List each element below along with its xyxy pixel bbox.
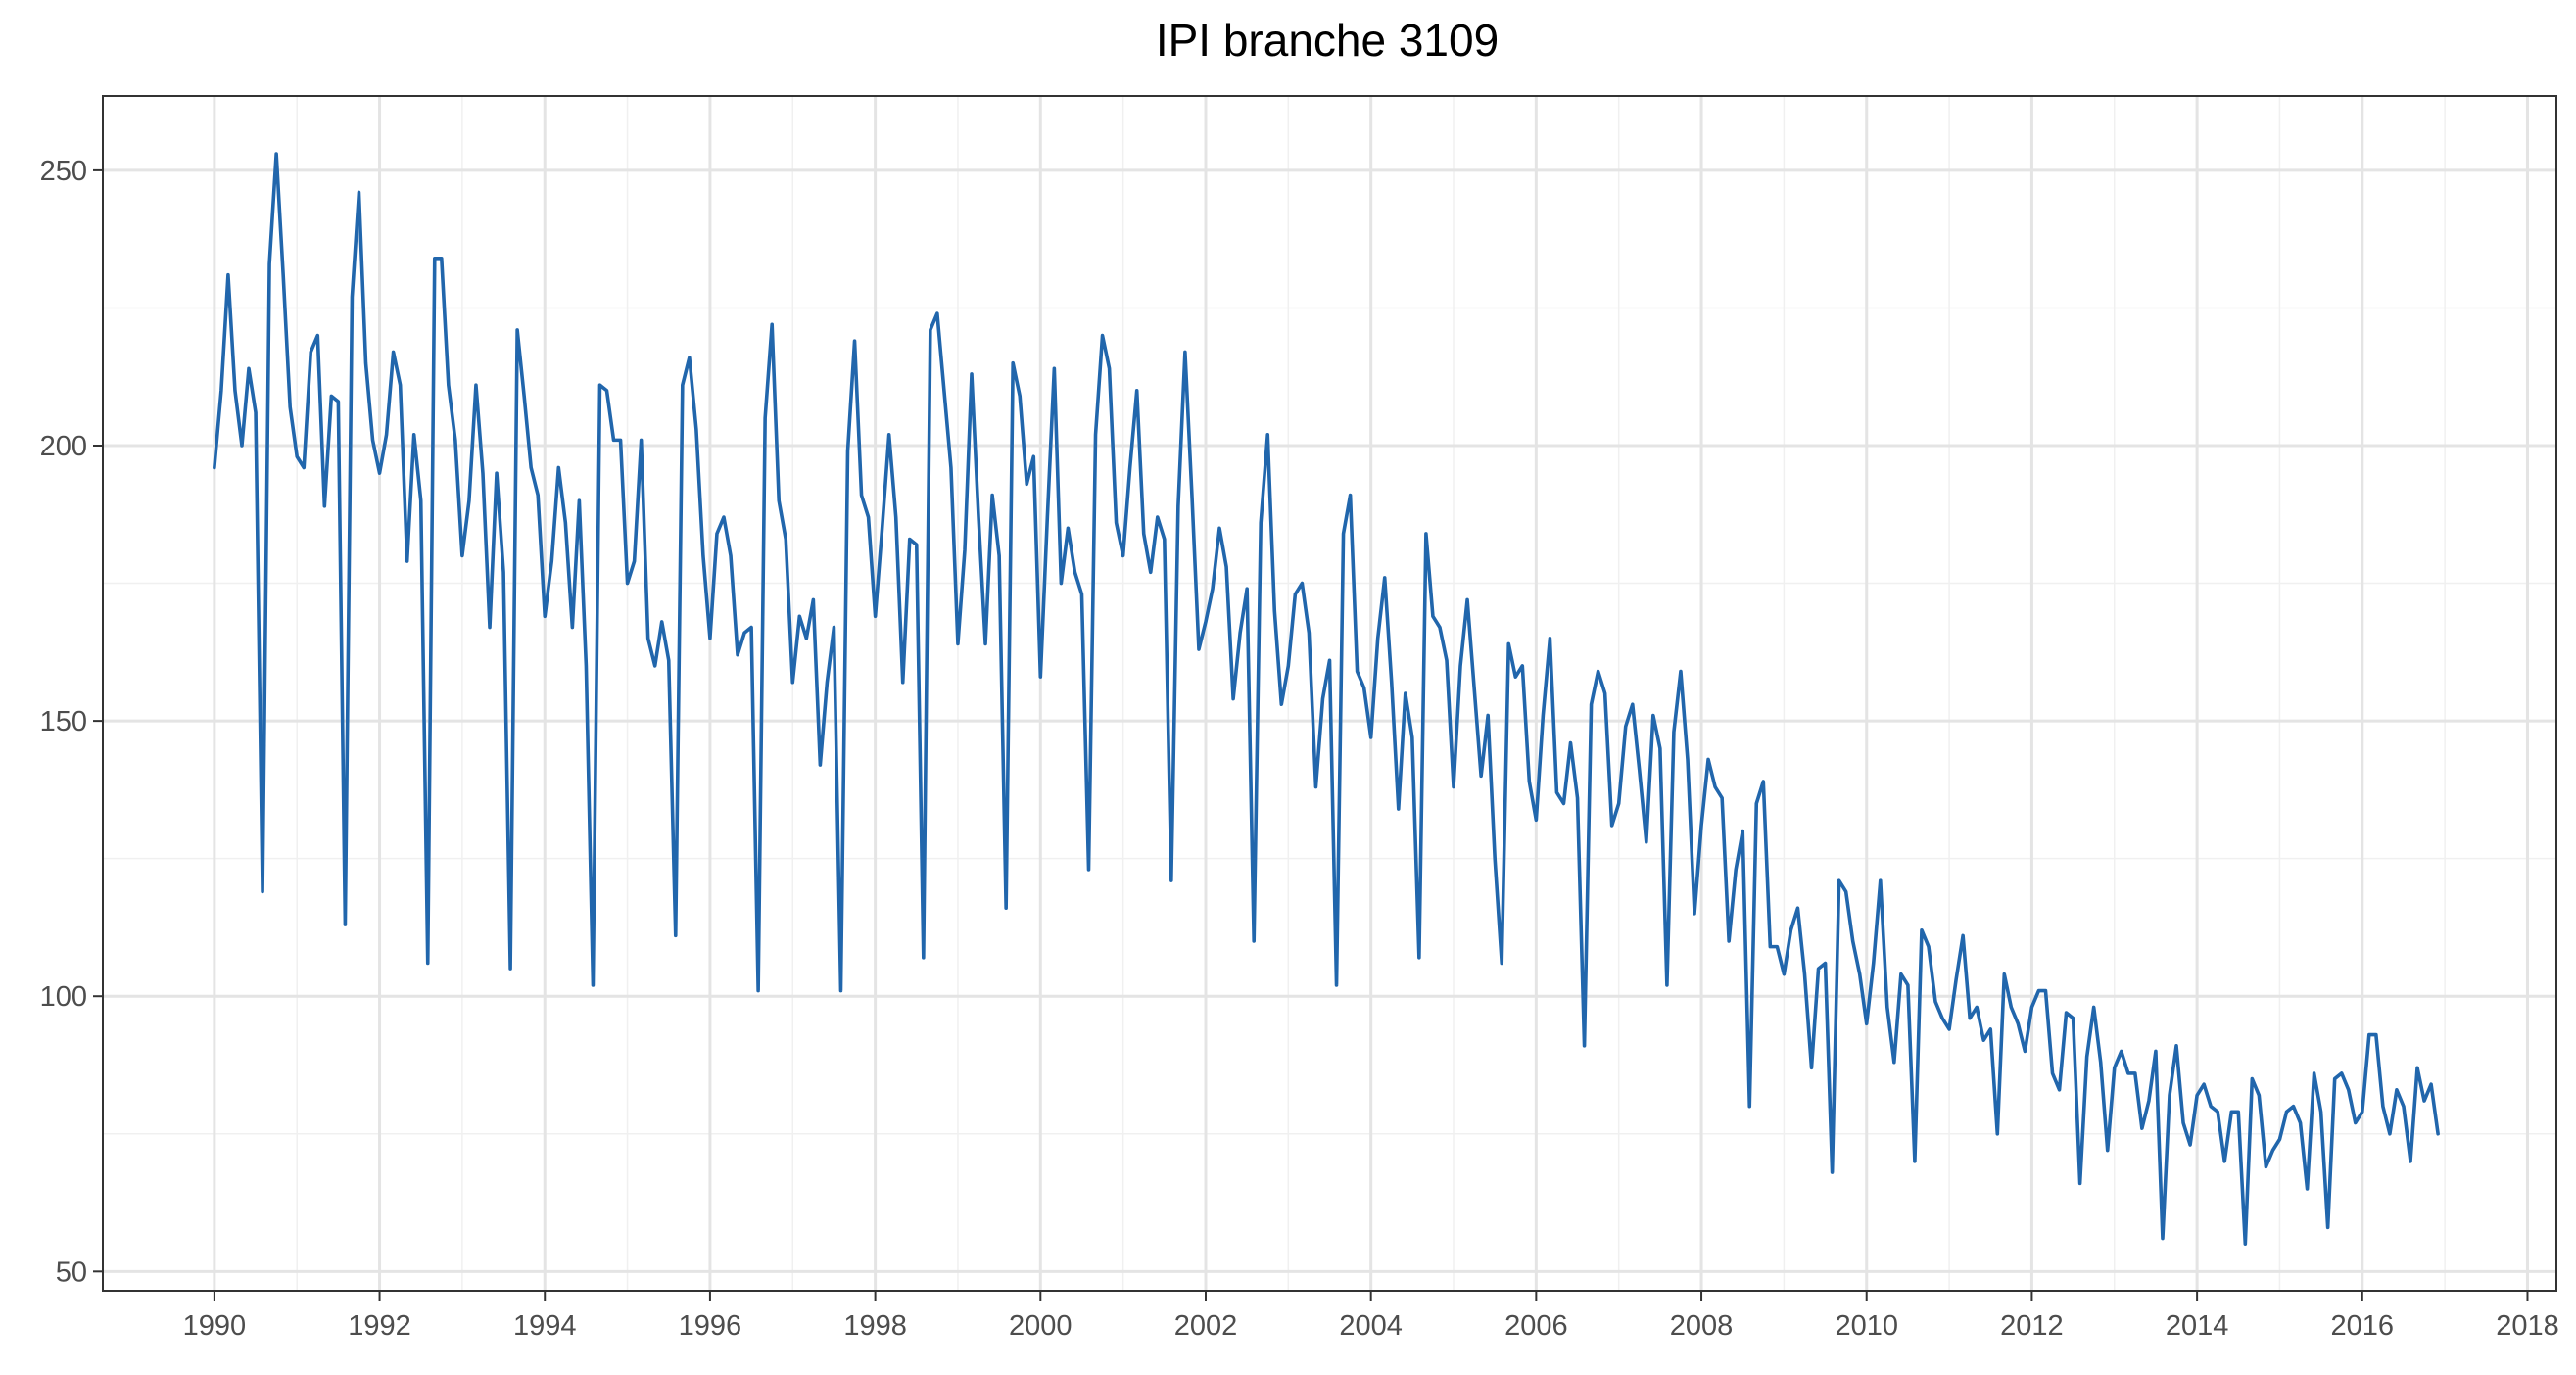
chart-title: IPI branche 3109: [1156, 15, 1499, 66]
x-tick-label: 2008: [1670, 1310, 1734, 1342]
x-tick-label: 1998: [843, 1310, 907, 1342]
axis-layer: 1990 1992 1994 1996 1998 2000 2002 2004 2006 2008…: [40, 156, 2559, 1342]
x-tick-label: 1990: [183, 1310, 247, 1342]
y-tick-label: 200: [40, 431, 87, 462]
x-tick-label: 1992: [348, 1310, 411, 1342]
y-tick-label: 50: [56, 1256, 87, 1288]
x-tick-label: 1994: [513, 1310, 577, 1342]
series-layer: [213, 152, 2440, 1247]
x-tick-label: 2014: [2166, 1310, 2229, 1342]
y-tick-label: 100: [40, 981, 87, 1013]
x-tick-label: 2010: [1835, 1310, 1898, 1342]
x-tick-label: 2012: [2000, 1310, 2064, 1342]
x-tick-label: 2000: [1009, 1310, 1073, 1342]
y-tick-label: 250: [40, 156, 87, 187]
x-tick-label: 2016: [2331, 1310, 2395, 1342]
plot-panel-border: [102, 95, 2557, 1292]
x-tick-label: 2006: [1504, 1310, 1568, 1342]
y-tick-label: 150: [40, 706, 87, 737]
x-tick-label: 1996: [679, 1310, 742, 1342]
x-tick-label: 2004: [1339, 1310, 1403, 1342]
x-tick-label: 2002: [1174, 1310, 1238, 1342]
series-line: [213, 152, 2440, 1247]
x-tick-label: 2018: [2496, 1310, 2559, 1342]
grid-layer: [103, 96, 2556, 1291]
